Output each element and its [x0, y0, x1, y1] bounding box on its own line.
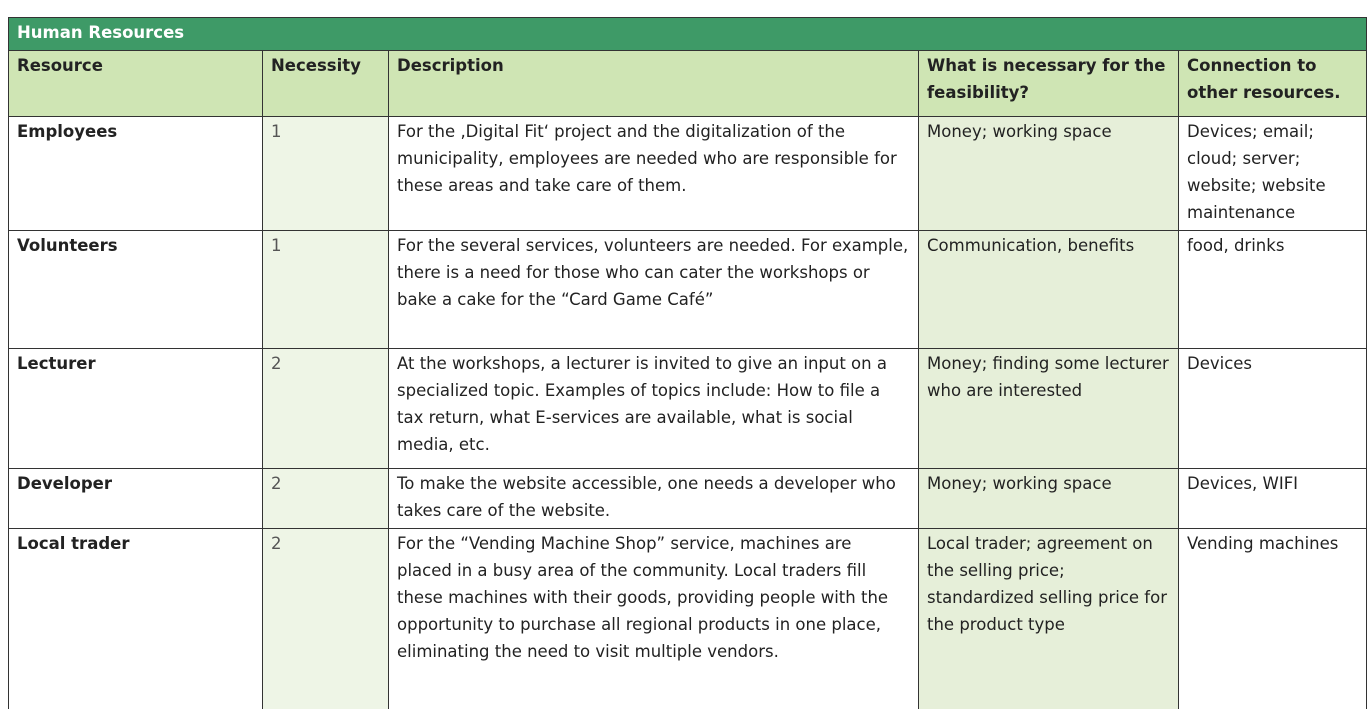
table-row: Employees 1 For the ‚Digital Fit‘ project …	[8, 116, 1368, 231]
table-cell: To make the website accessible, one need…	[388, 468, 919, 529]
table-cell: 2	[262, 468, 389, 529]
table-cell: Devices	[1177, 348, 1368, 469]
table-cell: food, drinks	[1177, 230, 1368, 349]
table-row: Volunteers 1 For the several services, vol…	[8, 230, 1368, 349]
table-cell: Money; working space	[918, 468, 1179, 529]
table-cell: Money; finding some lecturer who are int…	[918, 348, 1179, 469]
table-row: Local trader 2 For the “Vending Machine Sh…	[8, 528, 1368, 709]
table-cell: At the workshops, a lecturer is invited …	[388, 348, 919, 469]
column-header: Description	[388, 50, 919, 117]
table-cell: Communication, benefits	[918, 230, 1179, 349]
table-title: Human Resources	[7, 17, 1368, 51]
table-cell: Devices, WIFI	[1177, 468, 1368, 529]
table-cell: 2	[262, 348, 389, 469]
table-cell: 1	[262, 116, 389, 231]
column-header: Connection to other resources.	[1177, 50, 1368, 117]
column-header: What is necessary for the feasibility?	[918, 50, 1179, 117]
table-cell: 2	[262, 528, 389, 709]
table-cell: Local trader; agreement on the selling p…	[918, 528, 1179, 709]
table-cell: Vending machines	[1177, 528, 1368, 709]
column-header: Resource	[8, 50, 263, 117]
table-cell: Devices; email; cloud; server; website; …	[1177, 116, 1368, 231]
table-cell: 1	[262, 230, 389, 349]
table-cell: Money; working space	[918, 116, 1179, 231]
resource-table: Human Resources Resource Necessity Descrip…	[7, 17, 1368, 709]
table-cell: For the “Vending Machine Shop” service, …	[388, 528, 919, 709]
table-cell: For the ‚Digital Fit‘ project and the di…	[388, 116, 919, 231]
table-cell: Employees	[8, 116, 263, 231]
table-cell: Lecturer	[8, 348, 263, 469]
table-row: Lecturer 2 At the workshops, a lecturer is…	[8, 348, 1368, 469]
table-cell: Local trader	[8, 528, 263, 709]
table-cell: For the several services, volunteers are…	[388, 230, 919, 349]
table-cell: Volunteers	[8, 230, 263, 349]
table-cell: Developer	[8, 468, 263, 529]
table-row: Developer 2 To make the website accessible…	[8, 468, 1368, 529]
column-header: Necessity	[262, 50, 389, 117]
